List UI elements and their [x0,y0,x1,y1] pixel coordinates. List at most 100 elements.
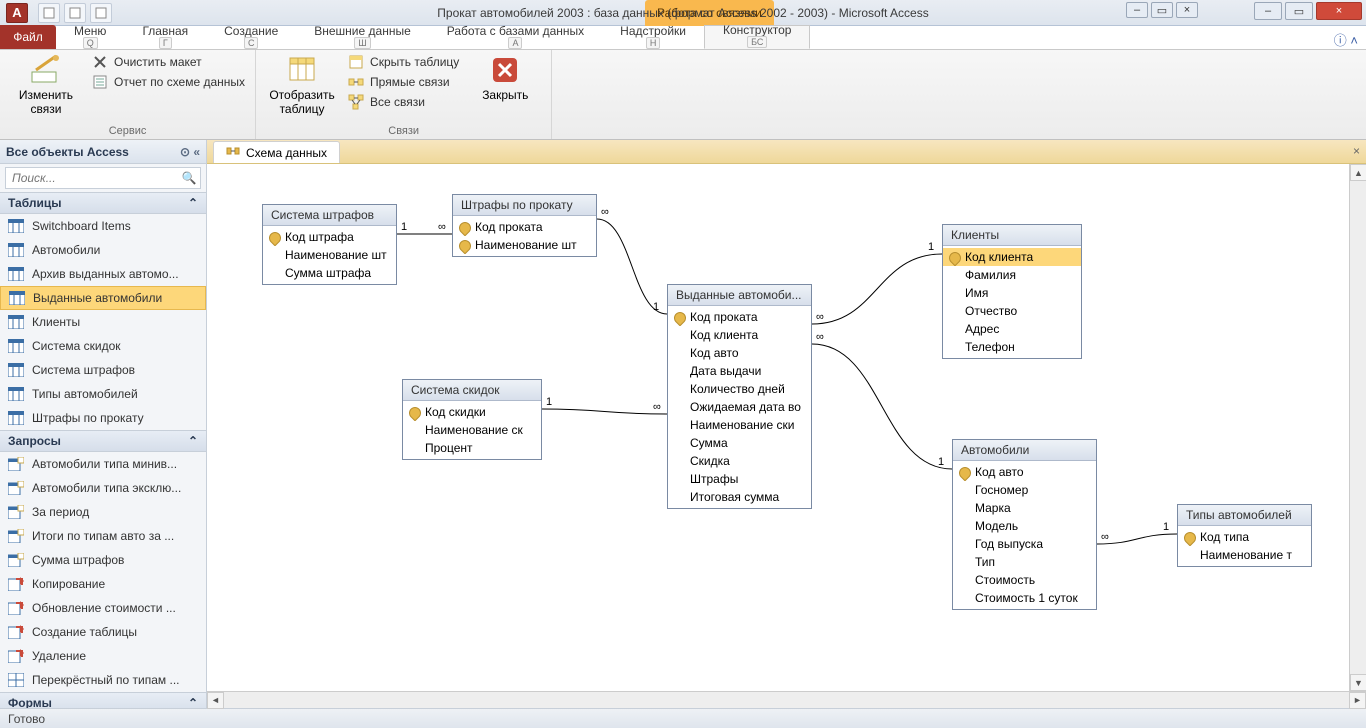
table-field[interactable]: Дата выдачи [668,362,811,380]
schema-table[interactable]: Штрафы по прокатуКод прокатаНаименование… [452,194,597,257]
scroll-right-button[interactable]: ► [1349,692,1366,709]
table-field[interactable]: Код клиента [943,248,1081,266]
ribbon-tab[interactable]: Внешние данныеШ [296,25,429,49]
nav-group-header[interactable]: Таблицы⌃ [0,192,206,214]
minimize-button[interactable]: – [1254,2,1282,20]
nav-item[interactable]: Архив выданных автомо... [0,262,206,286]
ribbon-tab[interactable]: КонструкторБС [704,25,810,49]
table-field[interactable]: Код проката [453,218,596,236]
qat-button[interactable] [64,3,86,23]
schema-report-button[interactable]: Отчет по схеме данных [92,74,245,90]
nav-item[interactable]: Клиенты [0,310,206,334]
ribbon-tab[interactable]: НадстройкиН [602,25,704,49]
nav-search-input[interactable] [6,168,178,188]
ribbon-tab[interactable]: МенюQ [56,25,124,49]
table-field[interactable]: Наименование шт [263,246,396,264]
table-field[interactable]: Скидка [668,452,811,470]
table-field[interactable]: Итоговая сумма [668,488,811,506]
nav-group-header[interactable]: Формы⌃ [0,692,206,708]
table-field[interactable]: Код штрафа [263,228,396,246]
table-field[interactable]: Сумма [668,434,811,452]
table-field[interactable]: Марка [953,499,1096,517]
ribbon-tab[interactable]: Работа с базами данныхА [429,25,602,49]
table-field[interactable]: Сумма штрафа [263,264,396,282]
table-field[interactable]: Модель [953,517,1096,535]
table-field[interactable]: Процент [403,439,541,457]
scroll-left-button[interactable]: ◄ [207,692,224,709]
doc-close-button[interactable]: × [1176,2,1198,18]
scroll-up-button[interactable]: ▲ [1350,164,1366,181]
qat-button[interactable] [38,3,60,23]
nav-item[interactable]: Копирование [0,572,206,596]
table-field[interactable]: Штрафы [668,470,811,488]
table-field[interactable]: Код авто [668,344,811,362]
table-field[interactable]: Стоимость 1 суток [953,589,1096,607]
nav-item[interactable]: Создание таблицы [0,620,206,644]
ribbon-tab[interactable]: СозданиеС [206,25,296,49]
table-field[interactable]: Телефон [943,338,1081,356]
maximize-button[interactable]: ▭ [1285,2,1313,20]
table-field[interactable]: Ожидаемая дата во [668,398,811,416]
table-field[interactable]: Наименование т [1178,546,1311,564]
clear-layout-button[interactable]: Очистить макет [92,54,245,70]
nav-item[interactable]: Автомобили [0,238,206,262]
nav-group-header[interactable]: Запросы⌃ [0,430,206,452]
schema-table[interactable]: Типы автомобилейКод типаНаименование т [1177,504,1312,567]
schema-table[interactable]: Выданные автомоби...Код прокатаКод клиен… [667,284,812,509]
table-field[interactable]: Код скидки [403,403,541,421]
doc-minimize-button[interactable]: – [1126,2,1148,18]
close-relations-button[interactable]: Закрыть [469,54,541,102]
document-close-icon[interactable]: × [1353,144,1360,158]
table-field[interactable]: Код клиента [668,326,811,344]
table-field[interactable]: Имя [943,284,1081,302]
help-icon[interactable]: ⓘ ˄ [1334,30,1358,49]
document-tab[interactable]: Схема данных [213,141,340,163]
direct-relations-button[interactable]: Прямые связи [348,74,459,90]
horizontal-scrollbar[interactable]: ◄ ► [207,691,1366,708]
nav-header[interactable]: Все объекты Access ⊙ « [0,140,206,164]
table-field[interactable]: Код авто [953,463,1096,481]
doc-restore-button[interactable]: ▭ [1151,2,1173,18]
file-tab[interactable]: Файл [0,25,56,49]
search-icon[interactable]: 🔍 [178,168,200,188]
show-table-button[interactable]: Отобразить таблицу [266,54,338,116]
table-field[interactable]: Фамилия [943,266,1081,284]
nav-item[interactable]: Перекрёстный по типам ... [0,668,206,692]
close-button[interactable]: × [1316,2,1362,20]
nav-item[interactable]: Обновление стоимости ... [0,596,206,620]
nav-item[interactable]: Автомобили типа минив... [0,452,206,476]
table-field[interactable]: Адрес [943,320,1081,338]
table-field[interactable]: Наименование ск [403,421,541,439]
nav-item[interactable]: Удаление [0,644,206,668]
nav-item[interactable]: Сумма штрафов [0,548,206,572]
table-field[interactable]: Код типа [1178,528,1311,546]
table-field[interactable]: Стоимость [953,571,1096,589]
table-field[interactable]: Отчество [943,302,1081,320]
schema-table[interactable]: КлиентыКод клиентаФамилияИмяОтчествоАдре… [942,224,1082,359]
table-field[interactable]: Наименование ски [668,416,811,434]
ribbon-tab[interactable]: ГлавнаяГ [124,25,206,49]
relationships-canvas[interactable]: 1∞∞11∞∞1∞1∞1 ▲ ▼ Система штрафовКод штра… [207,164,1366,691]
table-field[interactable]: Количество дней [668,380,811,398]
qat-button[interactable] [90,3,112,23]
edit-relations-button[interactable]: Изменить связи [10,54,82,116]
schema-table[interactable]: Система скидокКод скидкиНаименование скП… [402,379,542,460]
table-field[interactable]: Госномер [953,481,1096,499]
hide-table-button[interactable]: Скрыть таблицу [348,54,459,70]
nav-item[interactable]: Типы автомобилей [0,382,206,406]
nav-item[interactable]: За период [0,500,206,524]
table-field[interactable]: Тип [953,553,1096,571]
nav-item[interactable]: Итоги по типам авто за ... [0,524,206,548]
nav-item[interactable]: Автомобили типа эксклю... [0,476,206,500]
nav-item[interactable]: Штрафы по прокату [0,406,206,430]
nav-item[interactable]: Система штрафов [0,358,206,382]
table-field[interactable]: Год выпуска [953,535,1096,553]
schema-table[interactable]: АвтомобилиКод автоГосномерМаркаМодельГод… [952,439,1097,610]
vertical-scrollbar[interactable]: ▲ ▼ [1349,164,1366,691]
scroll-down-button[interactable]: ▼ [1350,674,1366,691]
nav-item[interactable]: Система скидок [0,334,206,358]
table-field[interactable]: Наименование шт [453,236,596,254]
all-relations-button[interactable]: Все связи [348,94,459,110]
schema-table[interactable]: Система штрафовКод штрафаНаименование шт… [262,204,397,285]
table-field[interactable]: Код проката [668,308,811,326]
